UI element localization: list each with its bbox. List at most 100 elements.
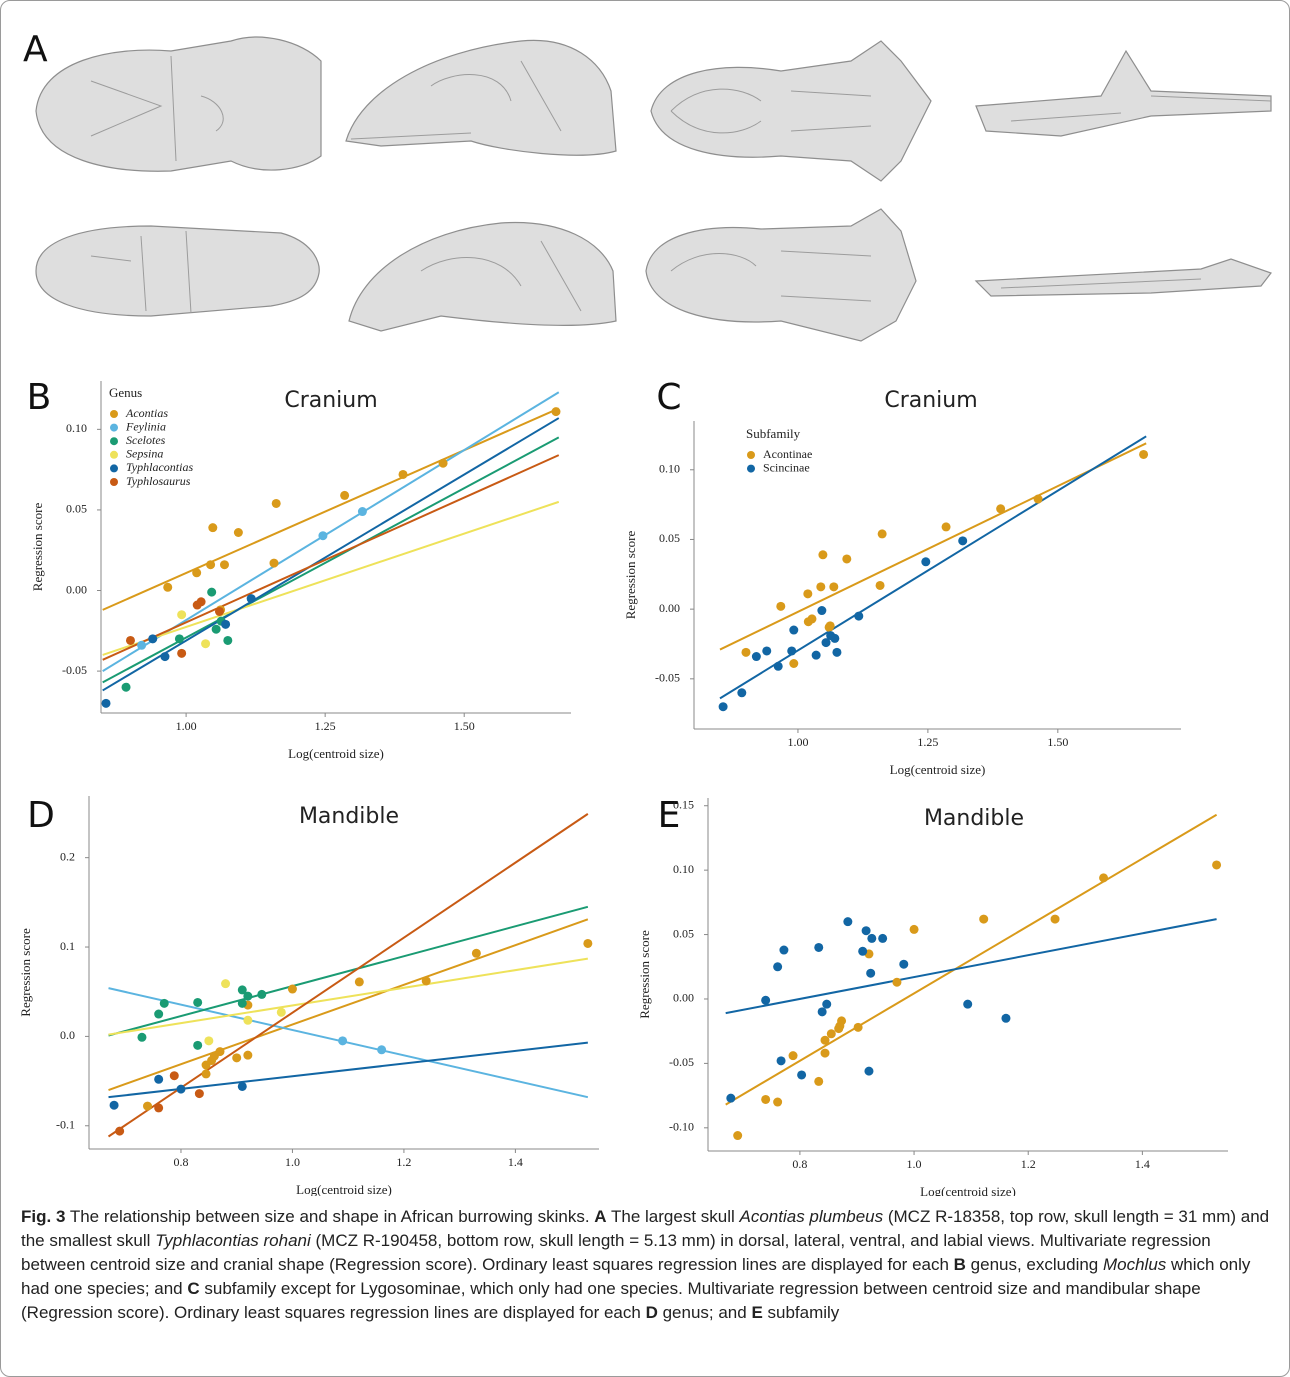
caption-text: C bbox=[187, 1279, 199, 1298]
data-point bbox=[832, 648, 841, 657]
y-tick-label: 0.00 bbox=[673, 991, 694, 1005]
legend-label: Acontinae bbox=[763, 447, 812, 461]
data-point bbox=[803, 589, 812, 598]
x-tick-label: 1.2 bbox=[396, 1155, 411, 1169]
x-axis-label: Log(centroid size) bbox=[890, 762, 986, 777]
data-point bbox=[892, 978, 901, 987]
data-point bbox=[761, 996, 770, 1005]
data-point bbox=[789, 659, 798, 668]
skull-images bbox=[36, 37, 1271, 341]
data-point bbox=[996, 504, 1005, 513]
x-tick-label: 1.0 bbox=[285, 1155, 300, 1169]
y-tick-label: 0.00 bbox=[659, 601, 680, 615]
data-point bbox=[854, 1023, 863, 1032]
chart-title: Mandible bbox=[299, 804, 399, 829]
y-tick-label: 0.10 bbox=[673, 862, 694, 876]
data-point bbox=[193, 1041, 202, 1050]
data-point bbox=[774, 662, 783, 671]
legend-marker bbox=[747, 451, 755, 459]
regression-line bbox=[109, 959, 588, 1035]
data-point bbox=[195, 1089, 204, 1098]
caption-text: A bbox=[594, 1207, 606, 1226]
data-point bbox=[816, 582, 825, 591]
data-point bbox=[192, 568, 201, 577]
data-point bbox=[102, 699, 111, 708]
caption-text: The relationship between size and shape … bbox=[65, 1207, 594, 1226]
data-point bbox=[921, 557, 930, 566]
data-point bbox=[223, 636, 232, 645]
data-point bbox=[1212, 860, 1221, 869]
y-tick-label: 0.2 bbox=[60, 849, 75, 863]
legend-marker bbox=[110, 410, 118, 418]
data-point bbox=[789, 1051, 798, 1060]
x-tick-label: 1.2 bbox=[1021, 1157, 1036, 1171]
y-tick-label: -0.1 bbox=[56, 1118, 75, 1132]
data-point bbox=[843, 917, 852, 926]
regression-line bbox=[726, 815, 1217, 1105]
y-tick-label: -0.10 bbox=[669, 1120, 694, 1134]
figure-caption: Fig. 3 The relationship between size and… bbox=[21, 1205, 1271, 1325]
data-point bbox=[154, 1010, 163, 1019]
legend: GenusAcontiasFeyliniaScelotesSepsinaTyph… bbox=[109, 385, 193, 488]
data-point bbox=[858, 947, 867, 956]
legend-marker bbox=[110, 451, 118, 459]
data-point bbox=[202, 1069, 211, 1078]
data-point bbox=[817, 606, 826, 615]
figure-panels: A BCranium1.001.251.50-0.050.000.050.10L… bbox=[1, 1, 1289, 1196]
caption-text: genus, excluding bbox=[966, 1255, 1103, 1274]
data-point bbox=[854, 612, 863, 621]
data-point bbox=[878, 934, 887, 943]
data-point bbox=[377, 1045, 386, 1054]
caption-text: B bbox=[954, 1255, 966, 1274]
data-point bbox=[154, 1075, 163, 1084]
caption-text: Fig. 3 bbox=[21, 1207, 65, 1226]
data-point bbox=[206, 560, 215, 569]
data-point bbox=[1099, 873, 1108, 882]
legend-label: Typhlosaurus bbox=[126, 474, 191, 488]
data-point bbox=[551, 407, 560, 416]
data-point bbox=[821, 1036, 830, 1045]
data-point bbox=[773, 1098, 782, 1107]
data-point bbox=[812, 651, 821, 660]
data-point bbox=[862, 926, 871, 935]
regression-line bbox=[726, 919, 1217, 1013]
data-point bbox=[422, 976, 431, 985]
data-point bbox=[115, 1127, 124, 1136]
data-point bbox=[583, 939, 592, 948]
data-point bbox=[979, 915, 988, 924]
data-point bbox=[719, 702, 728, 711]
data-point bbox=[288, 985, 297, 994]
data-point bbox=[269, 559, 278, 568]
x-tick-label: 1.50 bbox=[454, 719, 475, 733]
x-tick-label: 1.0 bbox=[907, 1157, 922, 1171]
data-point bbox=[247, 594, 256, 603]
data-point bbox=[137, 641, 146, 650]
caption-text: D bbox=[646, 1303, 658, 1322]
caption-text: Typhlacontias rohani bbox=[155, 1231, 311, 1250]
x-tick-label: 0.8 bbox=[792, 1157, 807, 1171]
y-tick-label: 0.10 bbox=[659, 462, 680, 476]
data-point bbox=[221, 620, 230, 629]
data-point bbox=[835, 1022, 844, 1031]
y-axis-label: Regression score bbox=[623, 531, 638, 620]
y-tick-label: 0.0 bbox=[60, 1028, 75, 1042]
caption-text: Acontias plumbeus bbox=[740, 1207, 884, 1226]
chart-title: Cranium bbox=[284, 388, 377, 413]
x-tick-label: 1.25 bbox=[917, 735, 938, 749]
data-point bbox=[773, 962, 782, 971]
data-point bbox=[126, 636, 135, 645]
data-point bbox=[243, 1016, 252, 1025]
data-point bbox=[876, 581, 885, 590]
data-point bbox=[238, 999, 247, 1008]
regression-line bbox=[720, 436, 1146, 698]
data-point bbox=[202, 1060, 211, 1069]
legend-label: Typhlacontias bbox=[126, 460, 193, 474]
panel-label: C bbox=[656, 377, 681, 418]
data-point bbox=[878, 529, 887, 538]
data-point bbox=[814, 943, 823, 952]
data-point bbox=[797, 1070, 806, 1079]
data-point bbox=[207, 588, 216, 597]
legend-label: Scincinae bbox=[763, 460, 810, 474]
